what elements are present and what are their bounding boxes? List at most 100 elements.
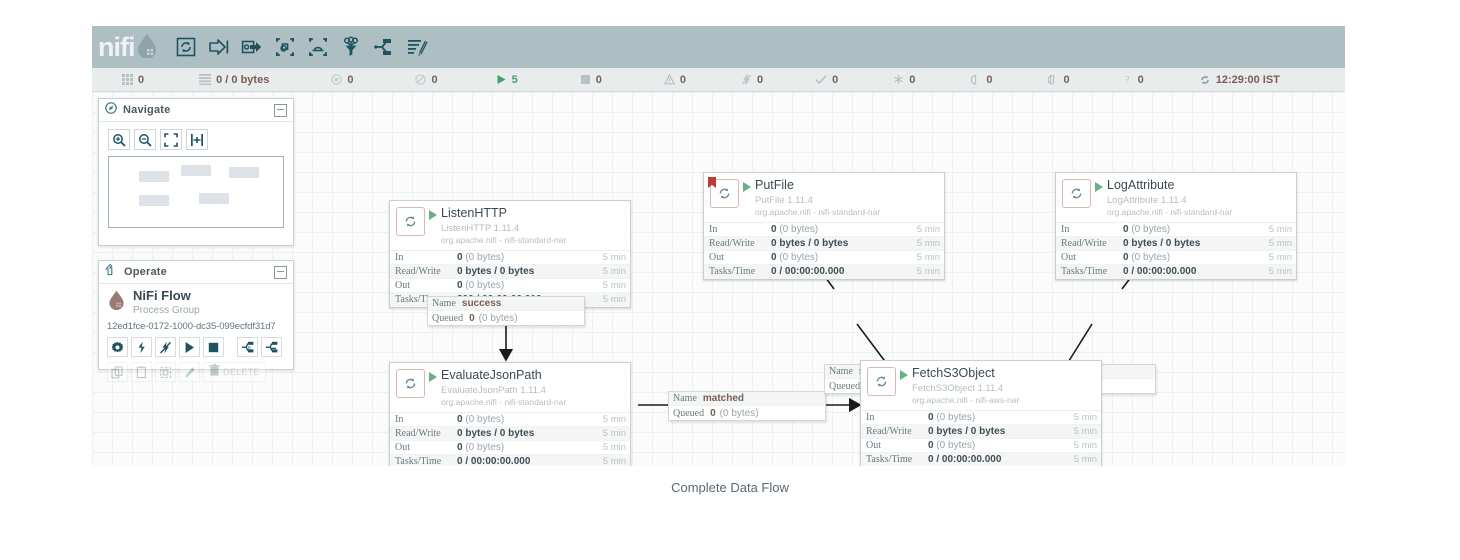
stat-time-tasks-time: 5 min — [602, 294, 626, 306]
stat-value-read-write: 0 bytes / 0 bytes — [771, 237, 849, 249]
status-sync-failure-value: 0 — [1137, 73, 1144, 86]
stat-label-tasks-time: Tasks/Time — [395, 294, 442, 306]
transmitting-icon — [331, 74, 343, 85]
processor-listenhttp[interactable]: ListenHTTP ListenHTTP 1.11.4 org.apache.… — [389, 200, 631, 308]
input-port-tool[interactable] — [207, 35, 231, 59]
enable-transmission-button[interactable]: R — [237, 337, 258, 357]
stat-row-out: Out 0 (0 bytes) 5 min — [704, 251, 944, 265]
status-transmitting-value: 0 — [347, 73, 354, 86]
stat-value-out: 0 (0 bytes) — [928, 439, 976, 451]
output-port-tool[interactable] — [240, 35, 264, 59]
locally-modified-icon — [893, 74, 904, 85]
disable-button[interactable] — [155, 337, 176, 357]
navigate-panel: Navigate — [98, 98, 294, 246]
status-refresh[interactable]: 12:29:00 IST — [1199, 74, 1280, 86]
processor-tool[interactable] — [174, 35, 198, 59]
status-queued-value: 0 / 0 bytes — [216, 73, 270, 86]
status-up-to-date-value: 0 — [832, 73, 839, 86]
stat-label-tasks-time: Tasks/Time — [866, 454, 913, 466]
processor-run-status-icon — [1091, 179, 1107, 217]
stat-time-read-write: 5 min — [1073, 425, 1097, 437]
zoom-out-button[interactable] — [134, 129, 156, 150]
remote-process-group-tool[interactable] — [306, 35, 330, 59]
disabled-icon — [741, 74, 752, 85]
status-up-to-date: 0 — [815, 74, 838, 86]
paste-button[interactable] — [131, 362, 152, 382]
stop-button[interactable] — [203, 337, 224, 357]
status-stopped-value: 0 — [595, 73, 602, 86]
status-not-transmitting: 0 — [415, 74, 438, 86]
stat-label-tasks-time: Tasks/Time — [1061, 266, 1108, 278]
stat-row-in: In 0 (0 bytes) 5 min — [704, 223, 944, 237]
operate-component-id: 12ed1fce-0172-1000-dc35-099ecfdf31d7 — [107, 321, 276, 332]
connection-name-row: Name success — [428, 297, 584, 311]
stat-time-out: 5 min — [916, 251, 940, 263]
processor-fetchs3object[interactable]: FetchS3Object FetchS3Object 1.11.4 org.a… — [860, 360, 1102, 466]
status-disabled-value: 0 — [756, 73, 764, 86]
navigate-buttons — [99, 122, 293, 156]
processor-name: ListenHTTP — [441, 206, 507, 220]
stat-value-in: 0 (0 bytes) — [1123, 223, 1171, 235]
stat-row-in: In 0 (0 bytes) 5 min — [1056, 223, 1296, 237]
zoom-actual-size-button[interactable] — [186, 129, 208, 150]
stat-time-in: 5 min — [1073, 411, 1097, 423]
app-header: nifi — [92, 26, 1345, 68]
processor-bundle: org.apache.nifi - nifi-standard-nar — [441, 396, 567, 407]
operate-icon — [104, 263, 118, 281]
connection-queued-key: Queued — [673, 407, 705, 419]
zoom-in-button[interactable] — [108, 129, 130, 150]
template-tool[interactable] — [372, 35, 396, 59]
processor-putfile[interactable]: PutFile PutFile 1.11.4 org.apache.nifi -… — [703, 172, 945, 280]
nifi-application: nifi — [92, 26, 1345, 466]
connection-name-value: success — [461, 298, 502, 309]
processor-header: LogAttribute LogAttribute 1.11.4 org.apa… — [1056, 173, 1296, 222]
stat-time-in: 5 min — [602, 413, 626, 425]
label-tool[interactable] — [405, 35, 429, 59]
process-group-tool[interactable] — [273, 35, 297, 59]
enable-button[interactable] — [131, 337, 152, 357]
copy-button[interactable] — [107, 362, 128, 382]
disable-transmission-button[interactable] — [261, 337, 282, 357]
svg-text:?: ? — [1125, 75, 1130, 85]
stat-value-out: 0 (0 bytes) — [1123, 251, 1171, 263]
stat-label-tasks-time: Tasks/Time — [709, 266, 756, 278]
processor-run-status-icon — [425, 369, 441, 407]
stat-time-tasks-time: 5 min — [602, 456, 626, 466]
processor-run-status-icon — [425, 207, 441, 245]
start-button[interactable] — [179, 337, 200, 357]
operate-component-name: NiFi Flow — [133, 288, 191, 303]
stat-time-in: 5 min — [916, 223, 940, 235]
stat-label-read-write: Read/Write — [1061, 237, 1107, 249]
stat-row-tasks-time: Tasks/Time 0 / 00:00:00.000 5 min — [390, 454, 630, 466]
bulletin-indicator-icon[interactable] — [708, 177, 716, 188]
stat-label-read-write: Read/Write — [709, 237, 755, 249]
stat-row-read-write: Read/Write 0 bytes / 0 bytes 5 min — [704, 236, 944, 251]
stat-label-out: Out — [709, 251, 724, 263]
processor-stats: In 0 (0 bytes) 5 min Read/Write 0 bytes … — [390, 411, 630, 466]
connection-queued-detail: (0 bytes) — [478, 312, 518, 324]
collapse-icon[interactable] — [274, 103, 287, 117]
flow-canvas[interactable]: Navigate — [92, 92, 1345, 466]
processor-logattribute[interactable]: LogAttribute LogAttribute 1.11.4 org.apa… — [1055, 172, 1297, 280]
navigate-minimap[interactable] — [108, 156, 284, 228]
queued-icon — [199, 74, 212, 85]
stale-icon — [970, 74, 981, 85]
processor-titles: EvaluateJsonPath EvaluateJsonPath 1.11.4… — [441, 368, 567, 407]
refresh-icon[interactable] — [1199, 74, 1211, 86]
connection-name-row: Name matched — [669, 392, 825, 406]
stat-value-in: 0 (0 bytes) — [928, 411, 976, 423]
color-button[interactable] — [179, 362, 200, 382]
group-button[interactable] — [155, 362, 176, 382]
collapse-icon[interactable] — [274, 265, 287, 279]
connection-evaluatejsonpath-to-fetchs3object[interactable]: Name matched Queued 0 (0 bytes) — [668, 391, 826, 421]
stat-time-tasks-time: 5 min — [916, 266, 940, 278]
delete-button[interactable]: DELETE — [203, 362, 266, 382]
connection-listenhttp-to-evaluatejsonpath[interactable]: Name success Queued 0 (0 bytes) — [427, 296, 585, 326]
stat-label-in: In — [866, 411, 875, 423]
processor-type: FetchS3Object 1.11.4 — [912, 382, 1004, 394]
processor-evaluatejsonpath[interactable]: EvaluateJsonPath EvaluateJsonPath 1.11.4… — [389, 362, 631, 466]
navigate-panel-header: Navigate — [99, 99, 293, 122]
configure-button[interactable] — [107, 337, 128, 357]
zoom-fit-button[interactable] — [160, 129, 182, 150]
funnel-tool[interactable] — [339, 35, 363, 59]
